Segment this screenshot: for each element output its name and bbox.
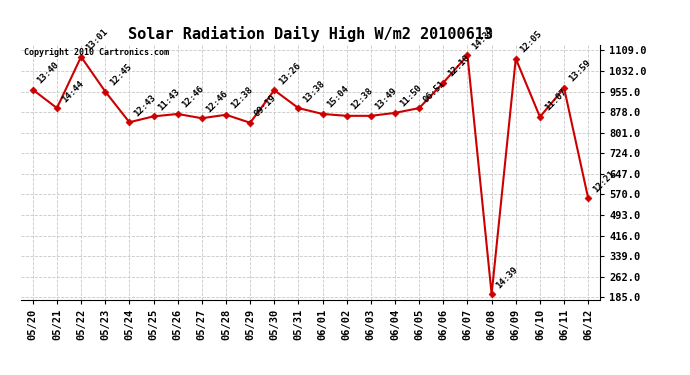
Text: 15:04: 15:04 — [326, 84, 351, 110]
Text: 12:10: 12:10 — [446, 53, 471, 78]
Text: 13:59: 13:59 — [567, 58, 592, 84]
Text: 12:45: 12:45 — [108, 62, 133, 87]
Text: 12:38: 12:38 — [229, 85, 254, 111]
Text: 11:50: 11:50 — [398, 83, 423, 109]
Text: 13:40: 13:40 — [36, 60, 61, 86]
Text: 12:46: 12:46 — [205, 89, 230, 114]
Text: 12:05: 12:05 — [519, 29, 544, 54]
Text: 13:49: 13:49 — [374, 86, 399, 112]
Text: 12:43: 12:43 — [132, 93, 157, 118]
Text: 13:26: 13:26 — [277, 61, 302, 86]
Text: 12:21: 12:21 — [591, 169, 616, 194]
Text: 14:44: 14:44 — [60, 78, 85, 104]
Text: 11:07: 11:07 — [543, 87, 568, 113]
Text: Copyright 2010 Cartronics.com: Copyright 2010 Cartronics.com — [23, 48, 168, 57]
Text: 11:43: 11:43 — [157, 87, 181, 112]
Text: 14:39: 14:39 — [471, 26, 495, 51]
Title: Solar Radiation Daily High W/m2 20100613: Solar Radiation Daily High W/m2 20100613 — [128, 27, 493, 42]
Text: 12:38: 12:38 — [350, 86, 375, 112]
Text: 14:39: 14:39 — [495, 265, 520, 290]
Text: 12:46: 12:46 — [181, 84, 206, 110]
Text: 13:01: 13:01 — [84, 27, 109, 53]
Text: 13:38: 13:38 — [302, 78, 326, 104]
Text: 09:19: 09:19 — [253, 93, 278, 118]
Text: 06:51: 06:51 — [422, 78, 447, 104]
